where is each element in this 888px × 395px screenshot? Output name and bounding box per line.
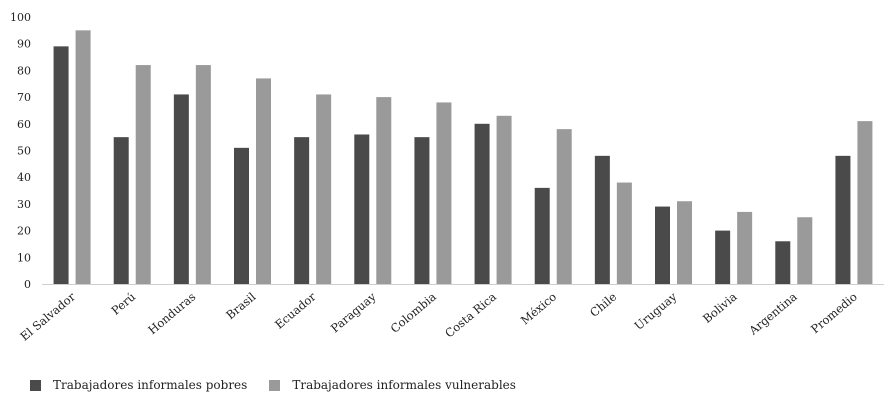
bar-1-10 bbox=[655, 206, 670, 284]
legend: Trabajadores informales pobres Trabajado… bbox=[30, 378, 538, 392]
category-label: Brasil bbox=[223, 289, 258, 322]
y-tick-label: 80 bbox=[17, 64, 31, 77]
legend-swatch-series-2 bbox=[269, 379, 281, 391]
bar-1-9 bbox=[594, 155, 610, 284]
bar-1-3 bbox=[234, 147, 249, 284]
category-label: México bbox=[518, 290, 559, 328]
bar-2-10 bbox=[677, 201, 692, 284]
legend-label-series-1: Trabajadores informales pobres bbox=[53, 378, 248, 392]
category-label: Argentina bbox=[746, 289, 800, 338]
bar-1-7 bbox=[474, 123, 490, 284]
category-label: Ecuador bbox=[272, 289, 319, 331]
category-label: Colombia bbox=[388, 289, 439, 335]
bar-2-13 bbox=[857, 121, 873, 284]
bar-1-13 bbox=[835, 155, 851, 284]
category-labels: El Salvador Perú Honduras Brasil Ecuador Para… bbox=[17, 289, 859, 343]
y-tick-label: 40 bbox=[17, 171, 31, 184]
bar-1-1 bbox=[113, 137, 129, 284]
bar-2-1 bbox=[135, 65, 151, 284]
legend-swatch-series-1 bbox=[30, 379, 41, 391]
y-axis-tick-labels: 0 10 20 30 40 50 60 70 80 90 100 bbox=[10, 11, 31, 291]
bar-2-8 bbox=[556, 129, 572, 284]
bars bbox=[53, 30, 873, 285]
category-label: Honduras bbox=[145, 290, 198, 338]
category-label: Paraguay bbox=[328, 289, 379, 335]
bar-1-2 bbox=[173, 94, 189, 285]
bar-2-9 bbox=[616, 182, 632, 284]
bar-2-2 bbox=[195, 65, 211, 284]
category-label: Costa Rica bbox=[442, 289, 499, 340]
bar-2-0 bbox=[75, 30, 91, 284]
category-label: El Salvador bbox=[17, 289, 78, 343]
bar-2-12 bbox=[797, 217, 813, 284]
bar-2-11 bbox=[737, 211, 753, 284]
y-tick-label: 20 bbox=[17, 225, 31, 238]
legend-item-series-1: Trabajadores informales pobres bbox=[30, 378, 247, 392]
category-label: Uruguay bbox=[632, 289, 680, 333]
category-label: Bolivia bbox=[700, 289, 740, 325]
bar-2-5 bbox=[376, 97, 392, 284]
bar-2-4 bbox=[316, 94, 332, 285]
bar-2-3 bbox=[256, 78, 271, 284]
y-tick-label: 0 bbox=[24, 278, 31, 291]
bar-1-8 bbox=[534, 187, 550, 284]
bar-1-12 bbox=[775, 241, 791, 284]
bar-2-6 bbox=[436, 102, 452, 284]
bar-1-0 bbox=[53, 46, 69, 285]
category-label: Promedio bbox=[808, 290, 860, 337]
bar-1-4 bbox=[294, 137, 310, 284]
legend-item-series-2: Trabajadores informales vulnerables bbox=[269, 378, 516, 392]
y-tick-label: 100 bbox=[10, 11, 31, 24]
bar-1-11 bbox=[715, 230, 731, 284]
bar-2-7 bbox=[496, 115, 512, 284]
y-tick-label: 50 bbox=[17, 145, 31, 158]
category-label: Perú bbox=[109, 290, 139, 318]
y-tick-label: 90 bbox=[17, 38, 31, 51]
y-tick-label: 60 bbox=[17, 118, 31, 131]
y-tick-label: 30 bbox=[17, 198, 31, 211]
y-tick-label: 70 bbox=[17, 91, 31, 104]
category-label: Chile bbox=[587, 289, 619, 319]
bar-1-5 bbox=[354, 134, 370, 284]
legend-label-series-2: Trabajadores informales vulnerables bbox=[292, 378, 516, 392]
y-tick-label: 10 bbox=[17, 251, 31, 264]
bar-1-6 bbox=[414, 137, 430, 284]
